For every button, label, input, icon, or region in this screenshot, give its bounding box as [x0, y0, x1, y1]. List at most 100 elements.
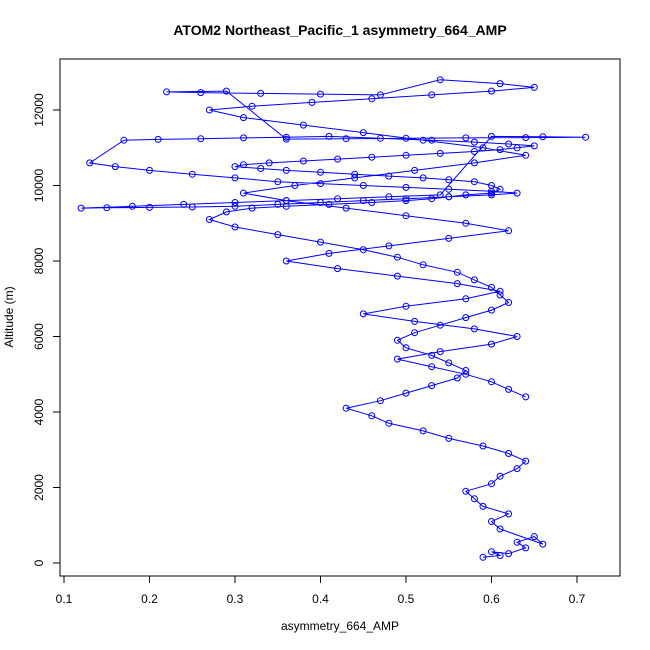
data-point — [282, 135, 290, 143]
data-point — [445, 193, 453, 201]
data-point — [488, 191, 495, 199]
data-point — [359, 197, 367, 205]
data-point — [453, 280, 461, 288]
data-point — [231, 174, 239, 182]
data-point — [513, 465, 521, 473]
data-point — [180, 200, 188, 208]
data-point — [231, 202, 239, 210]
data-point — [462, 191, 470, 199]
data-point — [317, 180, 324, 188]
data-point — [385, 193, 393, 201]
data-point — [77, 204, 85, 212]
data-point — [342, 135, 350, 143]
data-point — [205, 216, 213, 223]
data-point — [522, 393, 530, 401]
data-point — [368, 199, 376, 206]
data-point — [334, 195, 342, 203]
data-point — [411, 166, 419, 174]
series-line — [81, 79, 586, 558]
data-point — [428, 136, 436, 144]
data-point — [505, 510, 513, 518]
data-point — [342, 204, 350, 212]
data-point — [445, 434, 453, 442]
data-point — [205, 106, 213, 114]
data-point — [488, 378, 495, 386]
data-point — [334, 265, 342, 273]
data-point — [522, 457, 530, 465]
data-point — [103, 204, 111, 212]
data-point — [496, 185, 504, 193]
data-point — [505, 140, 513, 148]
data-point — [325, 132, 333, 140]
data-point — [488, 306, 495, 314]
data-point — [163, 88, 171, 96]
data-point — [488, 132, 495, 140]
data-point — [231, 223, 239, 231]
data-point — [368, 412, 376, 420]
data-point — [445, 359, 453, 367]
data-point — [488, 518, 495, 525]
data-point — [462, 370, 470, 378]
y-axis-label: Altitude (m) — [2, 286, 16, 347]
data-point — [402, 197, 410, 205]
data-point — [462, 487, 470, 495]
data-point — [282, 166, 290, 174]
data-point — [496, 287, 504, 295]
data-point — [231, 163, 239, 171]
data-point — [470, 178, 478, 186]
data-point — [470, 159, 478, 167]
data-point — [274, 231, 282, 239]
data-point — [488, 187, 495, 195]
data-point — [368, 153, 376, 161]
x-axis: 0.1 0.2 0.3 0.4 0.5 0.6 0.7 — [56, 575, 586, 606]
data-point — [351, 174, 359, 182]
data-point — [436, 191, 444, 199]
data-point — [479, 442, 487, 450]
data-point — [317, 238, 324, 246]
data-point — [308, 98, 316, 106]
data-point — [402, 151, 410, 159]
data-point — [496, 472, 504, 480]
data-point — [393, 336, 401, 344]
data-point — [428, 382, 436, 390]
data-point — [376, 397, 384, 405]
data-point — [445, 176, 453, 184]
data-point — [188, 203, 196, 211]
data-point — [470, 148, 478, 155]
data-point — [368, 95, 376, 103]
data-point — [393, 272, 401, 280]
data-point — [274, 200, 282, 208]
data-point — [479, 502, 487, 510]
data-point — [240, 134, 247, 142]
y-tick-label: 2000 — [32, 474, 46, 501]
data-point — [248, 102, 256, 110]
data-point — [411, 317, 419, 325]
x-tick-label: 0.6 — [483, 592, 500, 606]
data-point — [436, 348, 444, 356]
data-point — [488, 548, 495, 556]
data-point — [146, 203, 153, 211]
data-point — [530, 83, 538, 91]
data-point — [299, 157, 307, 165]
data-point — [428, 363, 436, 371]
data-point — [522, 134, 530, 142]
y-tick-label: 0 — [32, 559, 46, 566]
data-point — [317, 168, 324, 176]
data-point — [539, 540, 547, 548]
data-point — [436, 76, 444, 84]
data-point — [470, 495, 478, 503]
data-point — [317, 199, 324, 206]
data-point — [146, 166, 153, 174]
data-point — [462, 219, 470, 227]
data-point — [505, 385, 513, 393]
x-tick-label: 0.7 — [569, 592, 586, 606]
data-point — [240, 114, 247, 122]
data-point — [496, 80, 504, 88]
data-point — [154, 135, 162, 143]
data-point — [231, 199, 239, 206]
y-tick-label: 10000 — [32, 168, 46, 202]
data-point — [385, 419, 393, 427]
data-point — [436, 321, 444, 329]
data-point — [248, 204, 256, 212]
data-point — [385, 172, 393, 180]
